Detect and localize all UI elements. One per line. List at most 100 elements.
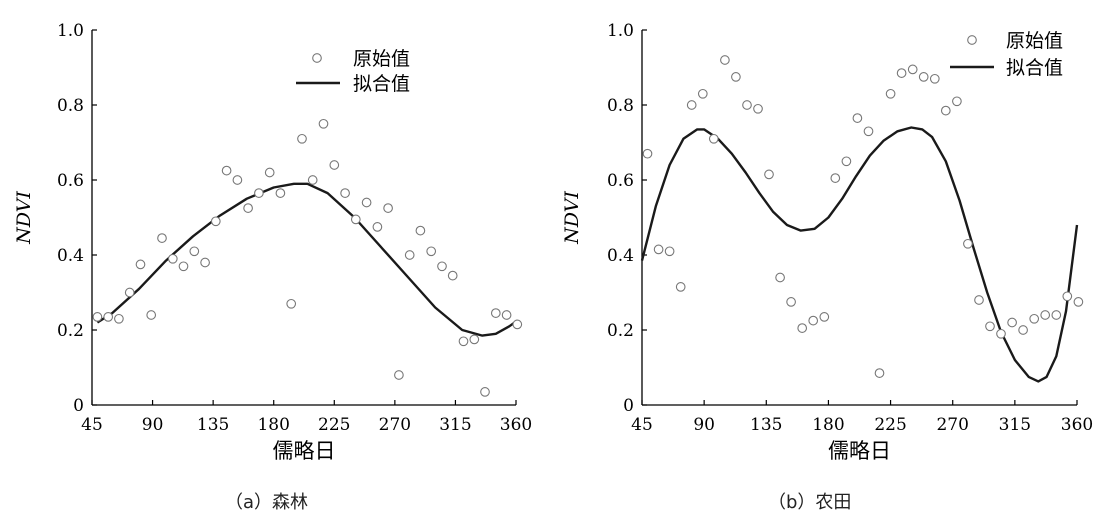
forest-x-tick-label: 360 bbox=[500, 415, 532, 435]
farmland-raw-point bbox=[1007, 317, 1017, 328]
forest-raw-point bbox=[286, 298, 297, 309]
forest-y-tick-label: 1.0 bbox=[57, 21, 84, 41]
farmland-raw-point bbox=[708, 133, 719, 144]
forest-y-tick-label: 0.2 bbox=[57, 321, 84, 341]
farmland-y-tick-label: 1.0 bbox=[607, 21, 634, 41]
forest-y-axis-label: NDVI bbox=[13, 191, 35, 245]
farmland-y-tick-label: 0.8 bbox=[607, 96, 634, 116]
farmland-raw-point bbox=[720, 55, 730, 65]
farmland-raw-point bbox=[885, 88, 896, 99]
farmland-raw-point bbox=[830, 173, 841, 183]
farmland-raw-point bbox=[753, 103, 763, 114]
farmland-x-tick-label: 315 bbox=[999, 415, 1031, 435]
forest-raw-point bbox=[361, 197, 372, 208]
forest-y-tick-label: 0.6 bbox=[57, 171, 84, 191]
forest-raw-point bbox=[135, 259, 146, 270]
farmland-raw-point bbox=[1029, 313, 1040, 324]
forest-raw-point bbox=[469, 334, 480, 345]
farmland-y-tick-label: 0.4 bbox=[607, 246, 634, 266]
forest-raw-point bbox=[512, 319, 523, 330]
chart-panel-forest: 0 0.2 0.4 0.6 0.8 1.0 45 90 135 180 225 270 315 360 儒略… bbox=[0, 0, 556, 522]
farmland-y-tick-label: 0.2 bbox=[607, 321, 634, 341]
forest-raw-point bbox=[415, 225, 426, 236]
farmland-raw-point bbox=[963, 238, 973, 249]
forest-raw-point bbox=[232, 175, 243, 185]
farmland-x-tick-label: 225 bbox=[874, 415, 906, 435]
forest-raw-point bbox=[458, 336, 469, 347]
forest-raw-point bbox=[501, 310, 512, 320]
forest-raw-point bbox=[243, 203, 253, 213]
farmland-raw-point bbox=[664, 246, 675, 257]
farmland-x-tick-label: 135 bbox=[750, 415, 782, 435]
chart-panel-farmland: 0 0.2 0.4 0.6 0.8 1.0 45 90 135 180 225 270 315 360 儒略… bbox=[556, 0, 1113, 522]
farmland-legend-fit-label: 拟合值 bbox=[1006, 57, 1063, 79]
farmland-raw-point bbox=[940, 105, 951, 116]
farmland-raw-point bbox=[675, 282, 686, 292]
farmland-raw-point bbox=[863, 126, 874, 137]
farmland-raw-point bbox=[985, 321, 995, 332]
forest-raw-point bbox=[146, 310, 157, 320]
forest-y-tick-label: 0.8 bbox=[57, 96, 84, 116]
farmland-y-tick-label: 0.6 bbox=[607, 171, 634, 191]
forest-raw-point bbox=[92, 312, 103, 322]
farmland-raw-point bbox=[786, 297, 796, 307]
caption-farmland: （b）农田 bbox=[768, 492, 852, 513]
forest-raw-point bbox=[297, 133, 307, 144]
farmland-y-tick-label: 0 bbox=[623, 396, 634, 416]
farmland-fitted-line bbox=[640, 126, 1079, 383]
forest-legend-raw-marker bbox=[312, 53, 322, 63]
farmland-legend-raw-label: 原始值 bbox=[1006, 30, 1063, 52]
farmland-y-axis-label: NDVI bbox=[561, 191, 583, 245]
farmland-raw-point bbox=[1062, 291, 1073, 302]
forest-x-tick-label: 270 bbox=[379, 415, 411, 435]
farmland-raw-point bbox=[896, 68, 907, 78]
caption-forest: （a）森林 bbox=[225, 492, 309, 513]
farmland-raw-point bbox=[742, 100, 752, 110]
forest-raw-point bbox=[189, 246, 200, 257]
forest-raw-point bbox=[103, 312, 114, 322]
forest-y-tick-label: 0.4 bbox=[57, 246, 84, 266]
farmland-raw-point bbox=[775, 272, 785, 283]
farmland-raw-point bbox=[697, 88, 708, 99]
farmland-raw-point bbox=[819, 312, 830, 322]
forest-raw-point bbox=[210, 216, 221, 227]
forest-raw-point bbox=[340, 188, 350, 198]
farmland-raw-point bbox=[1018, 325, 1028, 335]
farmland-legend-raw-marker bbox=[967, 35, 977, 45]
farmland-x-tick-label: 270 bbox=[936, 415, 968, 435]
farmland-raw-point bbox=[852, 113, 863, 123]
farmland-raw-point bbox=[907, 64, 918, 75]
farmland-raw-point bbox=[996, 328, 1006, 339]
forest-raw-point bbox=[275, 188, 286, 198]
farmland-raw-point bbox=[974, 295, 984, 305]
farmland-raw-point bbox=[686, 100, 697, 110]
forest-raw-point bbox=[167, 253, 178, 264]
forest-raw-point bbox=[254, 188, 264, 198]
forest-raw-point bbox=[490, 308, 501, 318]
farmland-x-tick-label: 45 bbox=[631, 415, 653, 435]
forest-axes: 0 0.2 0.4 0.6 0.8 1.0 45 90 135 180 225 270 315 360 bbox=[57, 21, 532, 435]
forest-x-tick-label: 315 bbox=[439, 415, 471, 435]
farmland-x-tick-label: 90 bbox=[693, 415, 715, 435]
farmland-raw-point bbox=[808, 315, 819, 326]
forest-raw-points bbox=[92, 118, 523, 397]
forest-raw-point bbox=[447, 270, 458, 281]
forest-raw-point bbox=[157, 233, 167, 243]
farmland-raw-point bbox=[1051, 310, 1062, 320]
forest-y-tick-label: 0 bbox=[73, 396, 84, 416]
farmland-raw-point bbox=[952, 96, 962, 107]
forest-raw-point bbox=[307, 175, 318, 185]
forest-raw-point bbox=[318, 118, 329, 129]
farmland-x-axis-label: 儒略日 bbox=[828, 439, 891, 463]
forest-raw-point bbox=[200, 257, 210, 268]
forest-raw-point bbox=[350, 214, 361, 225]
forest-x-tick-label: 90 bbox=[142, 415, 164, 435]
farmland-raw-point bbox=[731, 72, 741, 82]
forest-raw-point bbox=[383, 203, 393, 213]
forest-raw-point bbox=[404, 250, 415, 260]
farmland-axes: 0 0.2 0.4 0.6 0.8 1.0 45 90 135 180 225 270 315 360 bbox=[607, 21, 1093, 435]
farmland-raw-point bbox=[1040, 310, 1051, 320]
forest-legend-fit-label: 拟合值 bbox=[353, 73, 410, 95]
